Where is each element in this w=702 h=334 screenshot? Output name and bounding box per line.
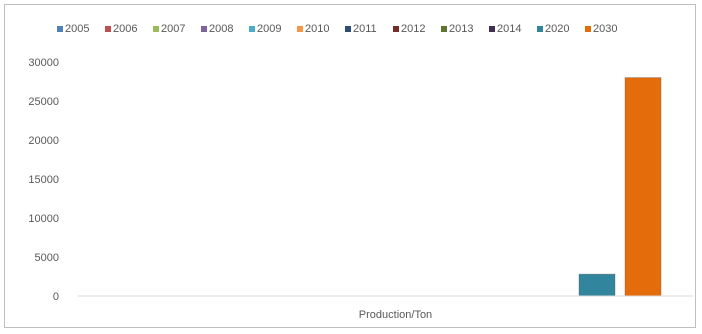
legend-swatch [393,26,399,32]
y-tick-label: 0 [53,291,59,303]
legend-label: 2009 [257,23,281,35]
legend-swatch [537,26,543,32]
bar-2020 [578,273,616,297]
legend-swatch [105,26,111,32]
legend-label: 2013 [449,23,473,35]
y-tick-label: 20000 [28,135,59,147]
legend-label: 2006 [113,23,137,35]
legend-label: 2014 [497,23,521,35]
legend-swatch [585,26,591,32]
legend-label: 2020 [545,23,569,35]
y-tick-label: 30000 [28,57,59,69]
y-tick-label: 5000 [35,252,59,264]
legend-swatch [153,26,159,32]
legend-label: 2030 [593,23,617,35]
legend-swatch [249,26,255,32]
legend-label: 2010 [305,23,329,35]
legend-label: 2007 [161,23,185,35]
legend-swatch [57,26,63,32]
legend-swatch [201,26,207,32]
legend-swatch [297,26,303,32]
category-label: Production/Ton [359,309,432,321]
y-tick-label: 10000 [28,213,59,225]
bars [578,77,662,297]
y-tick-label: 25000 [28,96,59,108]
y-axis: 0 5000 10000 15000 20000 25000 30000 [28,57,59,303]
bar-chart: 2005 2006 2007 2008 2009 2010 2011 2012 2013 2014… [28,23,693,321]
x-axis: Production/Ton [359,309,432,321]
chart-frame: 2005 2006 2007 2008 2009 2010 2011 2012 2013 2014… [4,4,696,328]
legend-label: 2005 [65,23,89,35]
legend-swatch [345,26,351,32]
legend-label: 2011 [353,23,377,35]
y-tick-label: 15000 [28,174,59,186]
legend-label: 2008 [209,23,233,35]
bar-2030 [624,77,662,297]
legend: 2005 2006 2007 2008 2009 2010 2011 2012 2013 2014… [57,23,617,35]
legend-swatch [441,26,447,32]
legend-label: 2012 [401,23,425,35]
legend-swatch [489,26,495,32]
